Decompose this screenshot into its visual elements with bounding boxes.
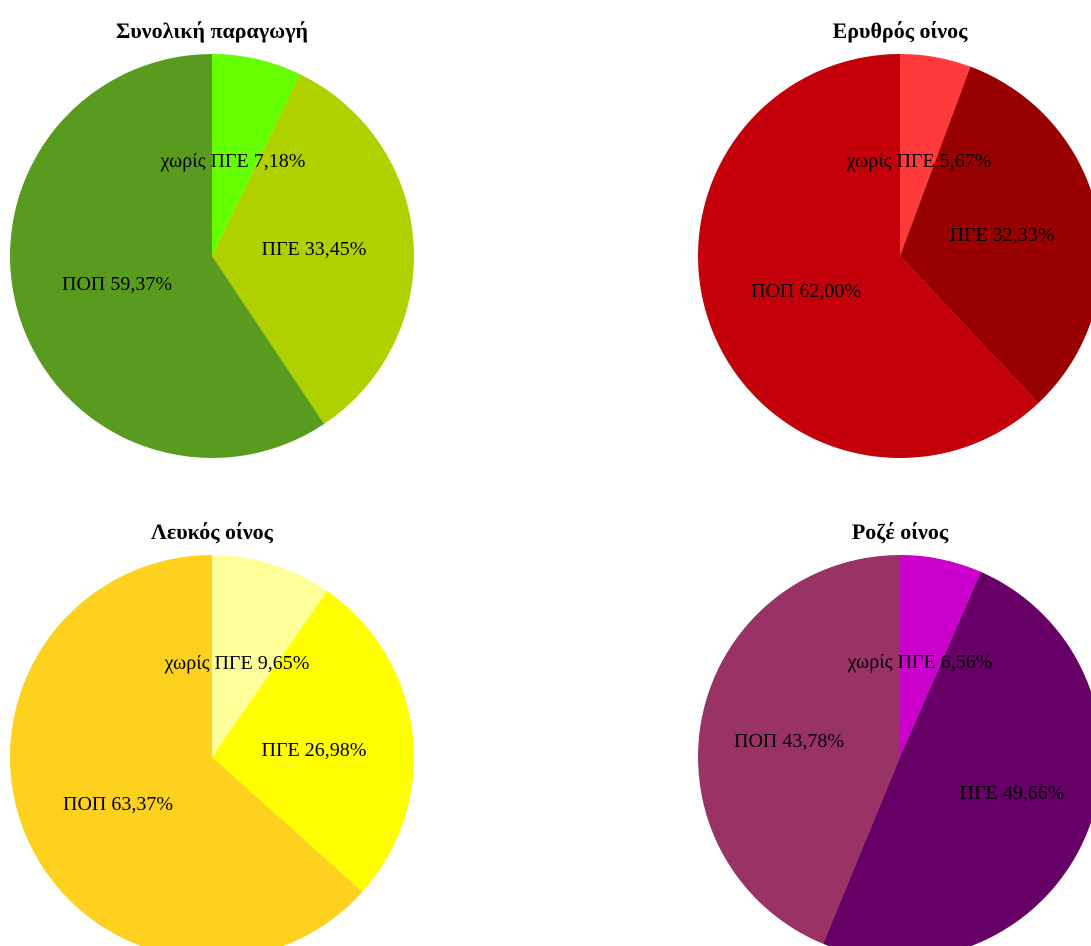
slice-pop [9, 54, 325, 458]
slice-label-pge: ΠΓΕ 26,98% [262, 739, 367, 761]
slice-no-pge [212, 555, 328, 757]
slice-label-no-pge: χωρίς ΠΓΕ 7,18% [160, 150, 306, 172]
slice-label-pop: ΠΟΠ 59,37% [62, 273, 172, 295]
slice-pop [10, 555, 363, 946]
chart-title: Συνολική παραγωγή [116, 18, 308, 43]
slice-no-pge [900, 54, 971, 256]
pie-chart-red-wine: Ερυθρός οίνος χωρίς ΠΓΕ 5,67% ΠΓΕ 32,33%… [697, 18, 1091, 458]
slice-pge [212, 591, 415, 892]
slice-pge [823, 571, 1091, 946]
slice-no-pge [900, 555, 981, 757]
chart-title: Ερυθρός οίνος [833, 18, 969, 43]
slice-label-pge: ΠΓΕ 33,45% [262, 238, 367, 260]
pie-chart-white-wine: Λευκός οίνος χωρίς ΠΓΕ 9,65% ΠΓΕ 26,98% … [10, 519, 415, 946]
slice-label-no-pge: χωρίς ΠΓΕ 9,65% [164, 652, 310, 674]
slice-label-pge: ΠΓΕ 49,66% [960, 782, 1065, 804]
slice-pge [900, 66, 1091, 404]
slice-label-no-pge: χωρίς ΠΓΕ 6,56% [847, 651, 993, 673]
slice-pop [697, 54, 1039, 458]
slice-label-pge: ΠΓΕ 32,33% [950, 224, 1055, 246]
slice-label-pop: ΠΟΠ 62,00% [751, 280, 861, 302]
slice-label-pop: ΠΟΠ 43,78% [734, 730, 844, 752]
slice-label-pop: ΠΟΠ 63,37% [63, 793, 173, 815]
slice-pop [697, 555, 900, 944]
chart-title: Λευκός οίνος [151, 519, 274, 544]
slice-label-no-pge: χωρίς ΠΓΕ 5,67% [846, 150, 992, 172]
slice-pge [212, 74, 414, 424]
pie-chart-rose-wine: Ροζέ οίνος χωρίς ΠΓΕ 6,56% ΠΓΕ 49,66% ΠΟ… [697, 519, 1091, 946]
slice-no-pge [212, 54, 301, 256]
chart-title: Ροζέ οίνος [852, 519, 949, 544]
pie-chart-total: Συνολική παραγωγή χωρίς ΠΓΕ 7,18% ΠΓΕ 33… [9, 18, 414, 458]
